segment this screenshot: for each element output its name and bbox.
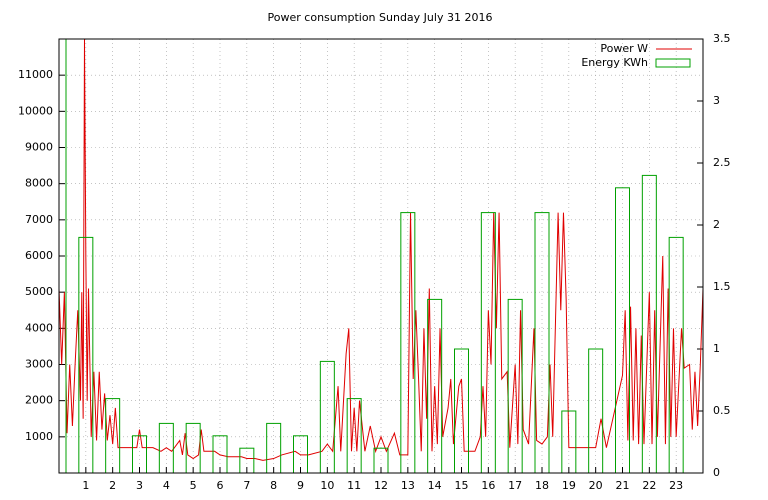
- x-tick-label: 4: [163, 479, 170, 492]
- y2-tick-label: 2.5: [713, 156, 731, 169]
- y2-tick-label: 3: [713, 94, 720, 107]
- energy-bar: [239, 447, 255, 473]
- x-tick-label: 15: [455, 479, 469, 492]
- energy-bar: [668, 236, 684, 473]
- x-tick-label: 18: [535, 479, 549, 492]
- legend-swatch: [655, 58, 691, 68]
- y-tick-label: 6000: [25, 249, 53, 262]
- x-tick-label: 10: [320, 479, 334, 492]
- energy-bar: [105, 398, 121, 473]
- energy-bar: [534, 212, 550, 473]
- chart-title: Power consumption Sunday July 31 2016: [268, 11, 493, 24]
- x-tick-label: 2: [109, 479, 116, 492]
- energy-bar: [561, 410, 577, 473]
- energy-bar: [427, 298, 443, 473]
- energy-bar: [59, 39, 67, 473]
- x-tick-label: 22: [642, 479, 656, 492]
- energy-bar: [641, 174, 657, 473]
- x-tick-label: 14: [428, 479, 442, 492]
- x-tick-label: 8: [270, 479, 277, 492]
- x-tick-label: 3: [136, 479, 143, 492]
- y2-tick-label: 3.5: [713, 32, 731, 45]
- y-tick-label: 9000: [25, 141, 53, 154]
- x-tick-label: 16: [481, 479, 495, 492]
- energy-bar: [78, 236, 94, 473]
- y-tick-label: 5000: [25, 285, 53, 298]
- x-tick-label: 9: [297, 479, 304, 492]
- x-tick-label: 1: [82, 479, 89, 492]
- energy-bar: [373, 447, 389, 473]
- plot-frame: [58, 38, 704, 474]
- x-tick-label: 23: [669, 479, 683, 492]
- plot-area: [59, 39, 703, 473]
- energy-bar: [507, 298, 523, 473]
- energy-bar: [319, 360, 335, 473]
- x-tick-label: 12: [374, 479, 388, 492]
- x-tick-label: 13: [401, 479, 415, 492]
- y-tick-label: 8000: [25, 177, 53, 190]
- y-tick-label: 2000: [25, 394, 53, 407]
- energy-bar: [454, 348, 469, 473]
- y-tick-label: 11000: [18, 68, 53, 81]
- y-tick-label: 4000: [25, 321, 53, 334]
- x-tick-label: 7: [243, 479, 250, 492]
- x-tick-label: 20: [589, 479, 603, 492]
- legend-label: Energy KWh: [581, 56, 648, 69]
- x-tick-label: 6: [217, 479, 224, 492]
- y2-tick-label: 1.5: [713, 280, 731, 293]
- x-tick-label: 17: [508, 479, 522, 492]
- x-tick-label: 21: [616, 479, 630, 492]
- energy-bar: [615, 187, 630, 473]
- x-tick-label: 19: [562, 479, 576, 492]
- y2-tick-label: 2: [713, 218, 720, 231]
- y-tick-label: 10000: [18, 104, 53, 117]
- x-tick-label: 11: [347, 479, 361, 492]
- energy-bar: [266, 422, 282, 473]
- y-tick-label: 3000: [25, 358, 53, 371]
- legend-label: Power W: [600, 42, 648, 55]
- energy-bar: [588, 348, 604, 473]
- y2-tick-label: 0.5: [713, 404, 731, 417]
- energy-bar: [400, 212, 416, 473]
- x-tick-label: 5: [190, 479, 197, 492]
- energy-bar: [346, 398, 362, 473]
- energy-bar: [185, 422, 201, 473]
- y2-tick-label: 1: [713, 342, 720, 355]
- y-tick-label: 7000: [25, 213, 53, 226]
- power-line: [59, 39, 703, 461]
- energy-bar: [480, 212, 496, 473]
- y-tick-label: 1000: [25, 430, 53, 443]
- y2-tick-label: 0: [713, 466, 720, 479]
